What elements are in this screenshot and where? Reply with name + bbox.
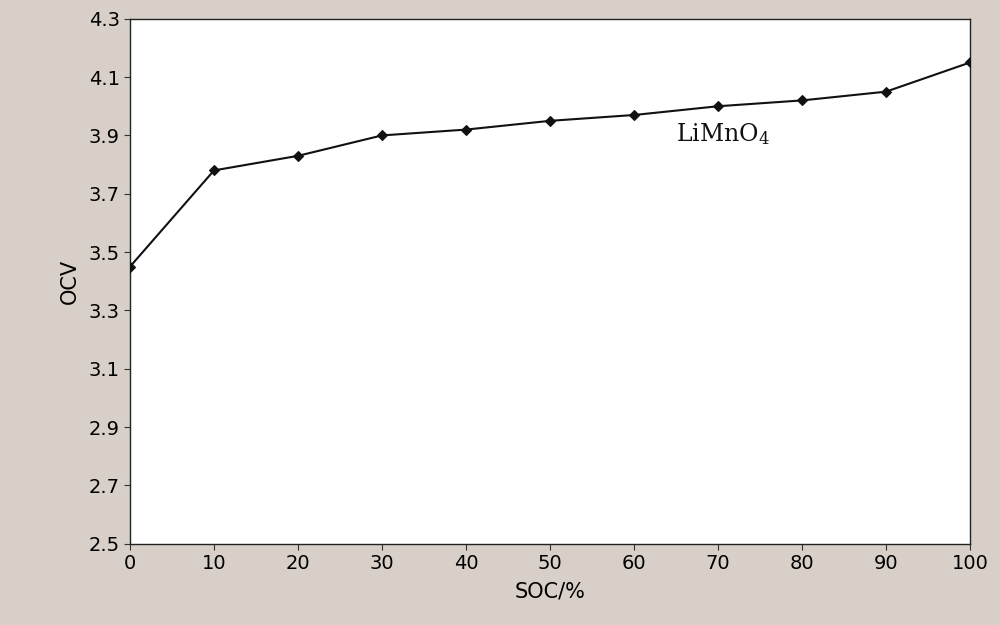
Text: $\mathregular{LiMnO_4}$: $\mathregular{LiMnO_4}$ — [676, 121, 770, 147]
X-axis label: SOC/%: SOC/% — [515, 581, 585, 601]
Y-axis label: OCV: OCV — [60, 259, 80, 304]
